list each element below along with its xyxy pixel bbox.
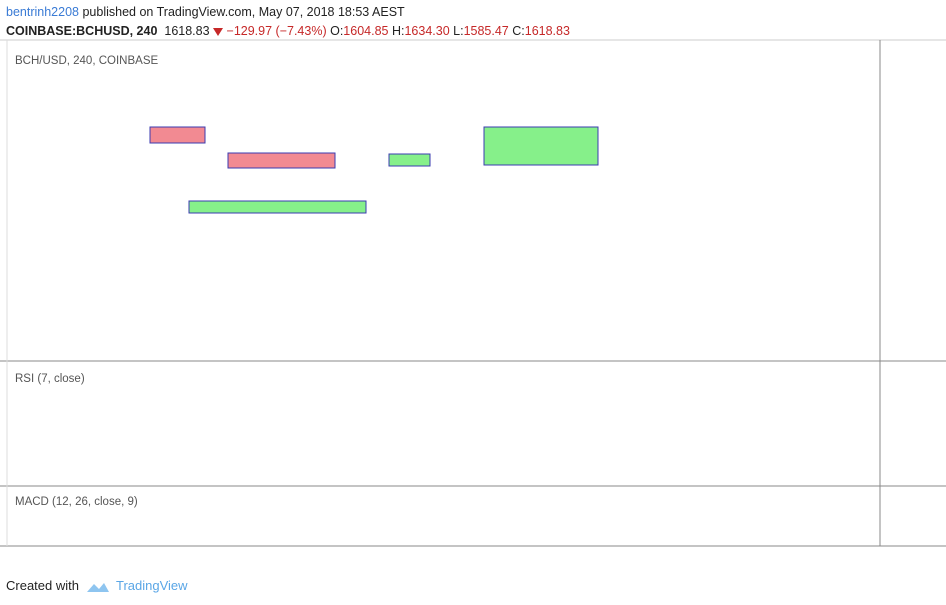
zone-green xyxy=(388,153,431,167)
ohlc-value: 1585.47 xyxy=(463,24,509,38)
header-line: bentrinh2208 published on TradingView.co… xyxy=(6,3,570,22)
ohlc-key: H: xyxy=(391,24,405,38)
change: −129.97 (−7.43%) xyxy=(226,24,327,38)
brand[interactable]: TradingView xyxy=(116,578,188,593)
last: 1618.83 xyxy=(164,24,210,38)
zone-green xyxy=(483,126,599,166)
ohlc-key: L: xyxy=(453,24,464,38)
chart-title: RSI (7, close) xyxy=(15,373,85,385)
ohlc-key: O: xyxy=(330,24,344,38)
logo xyxy=(86,582,109,592)
down-arrow xyxy=(213,28,224,37)
ohlc-value: 1618.83 xyxy=(524,24,570,38)
ohlc-value: 1634.30 xyxy=(404,24,450,38)
footer: Created with TradingView xyxy=(6,578,188,594)
footer-text: Created with xyxy=(6,578,79,593)
zone-red xyxy=(227,152,336,169)
ohlc-value: 1604.85 xyxy=(343,24,389,38)
ohlc-key: C: xyxy=(512,24,525,38)
published: published on TradingView.com, May 07, 20… xyxy=(82,5,405,19)
zone-red xyxy=(149,126,206,144)
author: bentrinh2208 xyxy=(6,5,79,19)
chart-title: MACD (12, 26, close, 9) xyxy=(15,496,138,508)
symbol: COINBASE:BCHUSD, 240 xyxy=(6,24,158,38)
header-line: COINBASE:BCHUSD, 240 1618.83 −129.97 (−7… xyxy=(6,22,570,41)
zone-green xyxy=(188,200,367,214)
header: bentrinh2208 published on TradingView.co… xyxy=(6,3,570,41)
chart-title: BCH/USD, 240, COINBASE xyxy=(15,55,158,67)
